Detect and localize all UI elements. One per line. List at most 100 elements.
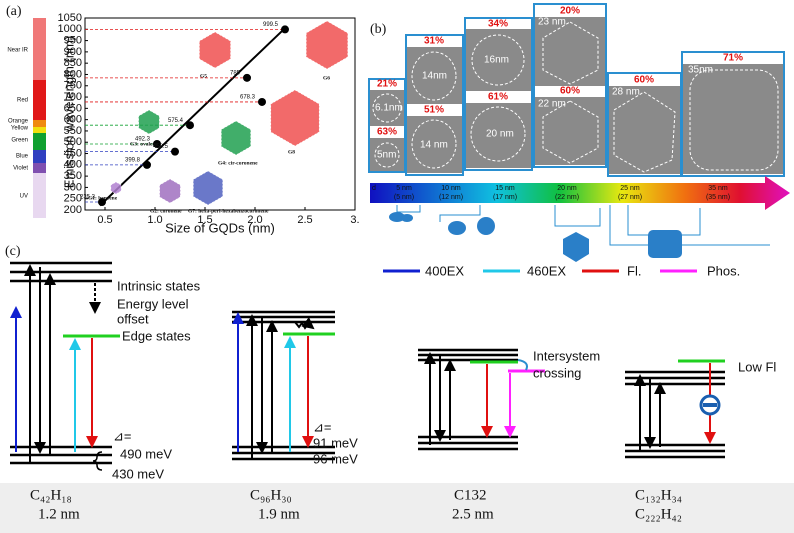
y-tick-label: 850 xyxy=(64,57,82,69)
formula: C₉₆H₃₀ xyxy=(250,487,292,503)
panel-label: (c) xyxy=(5,244,21,259)
point xyxy=(243,73,251,82)
x-tick-label: 3. xyxy=(350,214,359,226)
size-label: 16nm xyxy=(484,55,509,66)
size: 2.5 nm xyxy=(452,506,494,522)
arrow-label: 10 nm xyxy=(441,185,461,192)
molecule xyxy=(306,21,348,69)
annotation: offset xyxy=(117,311,149,326)
size-label: 6.1nm xyxy=(375,103,403,114)
x-tick-label: 1.5 xyxy=(197,214,212,226)
molecule xyxy=(110,182,122,194)
percentage: 60% xyxy=(560,86,580,97)
y-tick-label: 750 xyxy=(64,80,82,92)
legend-label: 460EX xyxy=(527,263,566,278)
arrow-label: (17 nm) xyxy=(493,194,517,201)
size-label: 14 nm xyxy=(420,140,448,151)
y-tick-label: 400 xyxy=(64,159,82,171)
band-label: Green xyxy=(11,138,28,144)
arrow-label: 25 nm xyxy=(620,185,640,192)
y-tick-label: 550 xyxy=(64,125,82,137)
x-tick-label: 2.0 xyxy=(247,214,262,226)
annotation: ⊿= xyxy=(113,428,131,443)
annotation: Intersystem xyxy=(533,348,600,363)
band-label: Orange xyxy=(8,119,29,125)
panel-label: (b) xyxy=(370,22,387,37)
y-tick-label: 500 xyxy=(64,136,82,148)
size: 1.9 nm xyxy=(258,506,300,522)
x-tick-label: 1.0 xyxy=(147,214,162,226)
molecule-ring xyxy=(192,170,224,206)
annotation: Low Fl xyxy=(738,359,776,374)
point xyxy=(153,139,161,148)
arrow-label: (12 nm) xyxy=(439,194,463,201)
spectrum-bar xyxy=(33,18,46,218)
size: 1.2 nm xyxy=(38,506,80,522)
value-label: 785 xyxy=(230,70,241,76)
molecule xyxy=(221,121,251,155)
annotation: Energy level xyxy=(117,296,189,311)
size-label: 20 nm xyxy=(486,129,514,140)
y-tick-label: 200 xyxy=(64,204,82,216)
arrow-label: 5 nm xyxy=(396,185,412,192)
percentage: 34% xyxy=(488,19,508,30)
y-tick-label: 800 xyxy=(64,68,82,80)
percentage: 71% xyxy=(723,53,743,64)
value-label: 492.3 xyxy=(135,137,151,143)
plot-frame xyxy=(84,17,356,211)
band-label: Yellow xyxy=(11,126,29,132)
point xyxy=(281,25,289,34)
percentage: 51% xyxy=(424,105,444,116)
molecule-label: G4: cir-coronene xyxy=(218,160,258,166)
band-label: UV xyxy=(20,194,28,200)
point xyxy=(171,147,179,156)
y-tick-label: 1050 xyxy=(58,12,82,24)
formula: C132 xyxy=(454,487,487,503)
arrow-label: 20 nm xyxy=(557,185,577,192)
molecule-label: G6 xyxy=(323,75,330,81)
value-label: 235.3 xyxy=(80,195,96,201)
molecule-ring xyxy=(305,20,349,70)
molecule-ring xyxy=(199,31,231,69)
fit-line xyxy=(99,27,286,207)
formula: C₄₂H₁₈ xyxy=(30,487,72,503)
y-tick-label: 600 xyxy=(64,114,82,126)
arrow-label: (35 nm) xyxy=(706,194,730,201)
molecule-ring xyxy=(270,89,320,147)
molecule-ring xyxy=(159,178,181,204)
molecule xyxy=(138,110,160,134)
y-axis-label: Emission wavelength (nm) xyxy=(61,36,76,188)
y-tick-label: 300 xyxy=(64,181,82,193)
percentage: 21% xyxy=(377,79,397,90)
band-label: Violet xyxy=(13,166,28,172)
annotation: Intrinsic states xyxy=(117,278,201,293)
percentage: 63% xyxy=(377,127,397,138)
y-tick-label: 350 xyxy=(64,170,82,182)
legend-label: Phos. xyxy=(707,263,740,278)
annotation: Edge states xyxy=(122,328,191,343)
y-tick-label: 250 xyxy=(64,193,82,205)
annotation: ⊿= xyxy=(313,419,331,434)
percentage: 61% xyxy=(488,92,508,103)
annotation: 91 meV xyxy=(313,435,358,450)
formula: C₁₃₂H₃₄ xyxy=(635,487,682,503)
point xyxy=(143,160,151,169)
annotation: 96 meV xyxy=(313,451,358,466)
x-tick-label: 2.5 xyxy=(297,214,312,226)
arrow-label: (27 nm) xyxy=(618,194,642,201)
size-label: 23 nm xyxy=(538,17,566,28)
molecule-label: G2: coronene xyxy=(150,208,182,214)
value-label: 678.3 xyxy=(240,95,256,101)
molecule-label: G8 xyxy=(288,149,295,155)
size-arrow xyxy=(370,176,790,210)
molecule-label: G1: benzene xyxy=(88,195,118,201)
size-label: 5nm xyxy=(377,150,396,161)
arrow-label: (22 nm) xyxy=(555,194,579,201)
percentage: 31% xyxy=(424,36,444,47)
value-label: 575.4 xyxy=(168,118,184,124)
value-label: 458.5 xyxy=(153,144,169,150)
arrow-label: d xyxy=(372,185,376,192)
y-tick-label: 950 xyxy=(64,34,82,46)
scatter-chart: 2002503003504004505005506006507007508008… xyxy=(58,12,360,226)
legend-label: Fl. xyxy=(627,263,641,278)
